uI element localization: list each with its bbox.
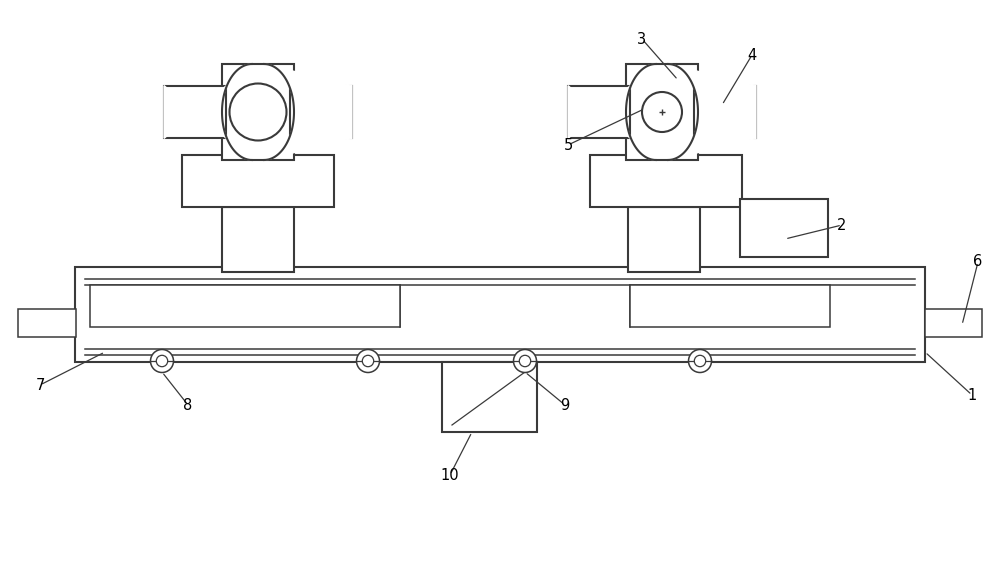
Polygon shape bbox=[164, 64, 252, 160]
Bar bbox=[232, 80, 284, 155]
Circle shape bbox=[694, 356, 706, 367]
Polygon shape bbox=[264, 64, 352, 160]
Polygon shape bbox=[668, 64, 756, 160]
Text: 5: 5 bbox=[563, 138, 573, 153]
Text: 1: 1 bbox=[967, 387, 977, 403]
Text: 6: 6 bbox=[973, 255, 983, 269]
Bar bbox=[638, 80, 690, 155]
Circle shape bbox=[642, 92, 682, 132]
Circle shape bbox=[230, 83, 287, 141]
Bar bbox=[164, 86, 226, 138]
Bar bbox=[75, 267, 925, 362]
Circle shape bbox=[362, 356, 374, 367]
Text: 10: 10 bbox=[441, 468, 459, 483]
Bar bbox=[442, 362, 537, 432]
Polygon shape bbox=[568, 64, 656, 160]
Text: 4: 4 bbox=[747, 48, 757, 62]
Bar bbox=[18, 309, 76, 337]
Bar bbox=[90, 285, 400, 327]
Text: 9: 9 bbox=[560, 397, 570, 413]
Bar bbox=[628, 207, 700, 272]
Bar bbox=[182, 155, 334, 207]
Bar bbox=[222, 207, 294, 272]
Bar bbox=[590, 155, 742, 207]
Bar bbox=[694, 86, 756, 138]
Bar bbox=[630, 285, 830, 327]
Text: 8: 8 bbox=[183, 397, 193, 413]
Text: 3: 3 bbox=[637, 32, 647, 46]
Circle shape bbox=[688, 349, 712, 373]
Bar bbox=[740, 199, 828, 257]
Bar bbox=[222, 64, 294, 160]
Text: 2: 2 bbox=[837, 218, 847, 232]
Circle shape bbox=[150, 349, 174, 373]
Bar bbox=[925, 309, 982, 337]
Circle shape bbox=[356, 349, 380, 373]
Bar bbox=[626, 64, 698, 160]
Text: 7: 7 bbox=[35, 378, 45, 392]
Bar bbox=[290, 86, 352, 138]
Circle shape bbox=[519, 356, 531, 367]
Circle shape bbox=[156, 356, 168, 367]
Circle shape bbox=[514, 349, 536, 373]
Bar bbox=[568, 86, 630, 138]
